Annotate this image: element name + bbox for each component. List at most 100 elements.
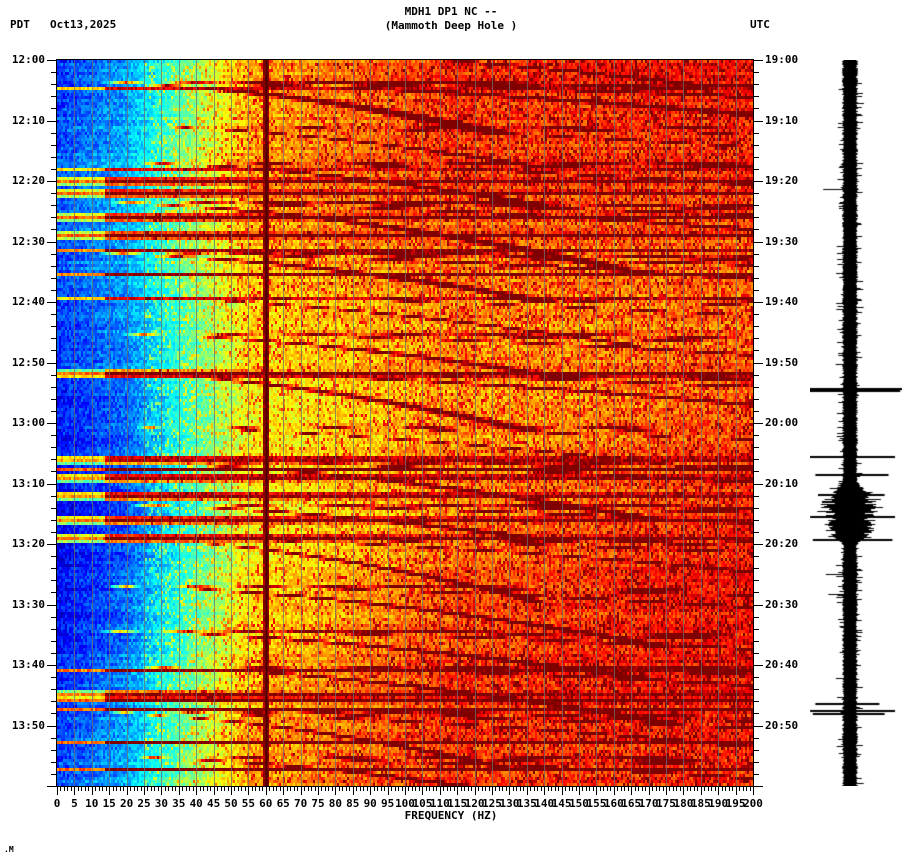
frequency-tick-label: 125 [482, 797, 502, 810]
freq-minor-tick [433, 787, 434, 791]
right-minor-tick [754, 338, 759, 339]
right-minor-tick [754, 629, 759, 630]
freq-minor-tick [321, 787, 322, 791]
frequency-tick-label: 50 [224, 797, 238, 810]
freq-minor-tick [255, 787, 256, 791]
freq-minor-tick [628, 787, 629, 791]
freq-major-tick [231, 787, 232, 795]
freq-major-tick [405, 787, 406, 795]
freq-minor-tick [659, 787, 660, 791]
freq-minor-tick [189, 787, 190, 791]
freq-minor-tick [537, 787, 538, 791]
freq-minor-tick [377, 787, 378, 791]
freq-minor-tick [78, 787, 79, 791]
freq-major-tick [370, 787, 371, 795]
spectrogram-plot[interactable] [57, 60, 753, 786]
right-major-tick [754, 423, 763, 424]
freq-minor-tick [325, 787, 326, 791]
freq-major-tick [649, 787, 650, 795]
time-label-local: 13:10 [11, 476, 45, 490]
time-label-local: 12:10 [11, 113, 45, 127]
time-label-local: 12:50 [11, 355, 45, 369]
left-minor-tick [51, 375, 56, 376]
left-minor-tick [51, 326, 56, 327]
frequency-tick-label: 115 [447, 797, 468, 810]
time-label-local: 12:40 [11, 295, 45, 308]
freq-minor-tick [95, 787, 96, 791]
left-minor-tick [51, 496, 56, 497]
freq-minor-tick [85, 787, 86, 791]
left-minor-tick [51, 568, 56, 569]
freq-major-tick [562, 787, 563, 795]
left-minor-tick [51, 96, 56, 97]
freq-minor-tick [582, 787, 583, 791]
time-label-local: 13:50 [11, 718, 45, 732]
frequency-tick-label: 145 [551, 797, 572, 810]
freq-major-tick [666, 787, 667, 795]
freq-minor-tick [88, 787, 89, 791]
right-minor-tick [754, 290, 759, 291]
freq-minor-tick [750, 787, 751, 791]
right-minor-tick [754, 750, 759, 751]
freq-minor-tick [123, 787, 124, 791]
left-minor-tick [51, 338, 56, 339]
frequency-tick-label: 95 [380, 797, 395, 810]
right-minor-tick [754, 145, 759, 146]
freq-minor-tick [287, 787, 288, 791]
freq-minor-tick [238, 787, 239, 791]
right-minor-tick [754, 84, 759, 85]
freq-minor-tick [697, 787, 698, 791]
left-major-tick [47, 544, 56, 545]
left-minor-tick [51, 399, 56, 400]
freq-minor-tick [523, 787, 524, 791]
freq-minor-tick [308, 787, 309, 791]
freq-minor-tick [687, 787, 688, 791]
freq-minor-tick [328, 787, 329, 791]
freq-major-tick [214, 787, 215, 795]
freq-major-tick [596, 787, 597, 795]
left-minor-tick [51, 713, 56, 714]
freq-minor-tick [593, 787, 594, 791]
freq-minor-tick [224, 787, 225, 791]
right-minor-tick [754, 375, 759, 376]
freq-minor-tick [572, 787, 573, 791]
left-minor-tick [51, 108, 56, 109]
left-minor-tick [51, 229, 56, 230]
right-minor-tick [754, 411, 759, 412]
freq-minor-tick [426, 787, 427, 791]
frequency-tick-label: 20 [119, 797, 134, 810]
left-minor-tick [51, 169, 56, 170]
frequency-tick-label: 170 [638, 797, 659, 810]
frequency-tick-label: 80 [328, 797, 343, 810]
freq-minor-tick [363, 787, 364, 791]
freq-minor-tick [502, 787, 503, 791]
freq-minor-tick [669, 787, 670, 791]
time-label-utc: 20:40 [765, 658, 799, 671]
right-minor-tick [754, 399, 759, 400]
freq-minor-tick [624, 787, 625, 791]
left-minor-tick [51, 677, 56, 678]
freq-minor-tick [120, 787, 121, 791]
freq-minor-tick [645, 787, 646, 791]
left-minor-tick [51, 459, 56, 460]
freq-minor-tick [600, 787, 601, 791]
right-minor-tick [754, 580, 759, 581]
left-minor-tick [51, 387, 56, 388]
left-minor-tick [51, 580, 56, 581]
freq-major-tick [701, 787, 702, 795]
freq-minor-tick [252, 787, 253, 791]
right-minor-tick [754, 762, 759, 763]
time-label-utc: 20:20 [765, 537, 799, 550]
freq-major-tick [196, 787, 197, 795]
freq-minor-tick [294, 787, 295, 791]
seismogram-trace[interactable] [810, 60, 902, 786]
frequency-tick-label: 105 [412, 797, 433, 810]
freq-major-tick [736, 787, 737, 795]
freq-major-tick [683, 787, 684, 795]
right-minor-tick [754, 108, 759, 109]
freq-minor-tick [99, 787, 100, 791]
right-minor-tick [754, 217, 759, 218]
page-title: MDH1 DP1 NC -- [404, 5, 498, 18]
freq-minor-tick [315, 787, 316, 791]
